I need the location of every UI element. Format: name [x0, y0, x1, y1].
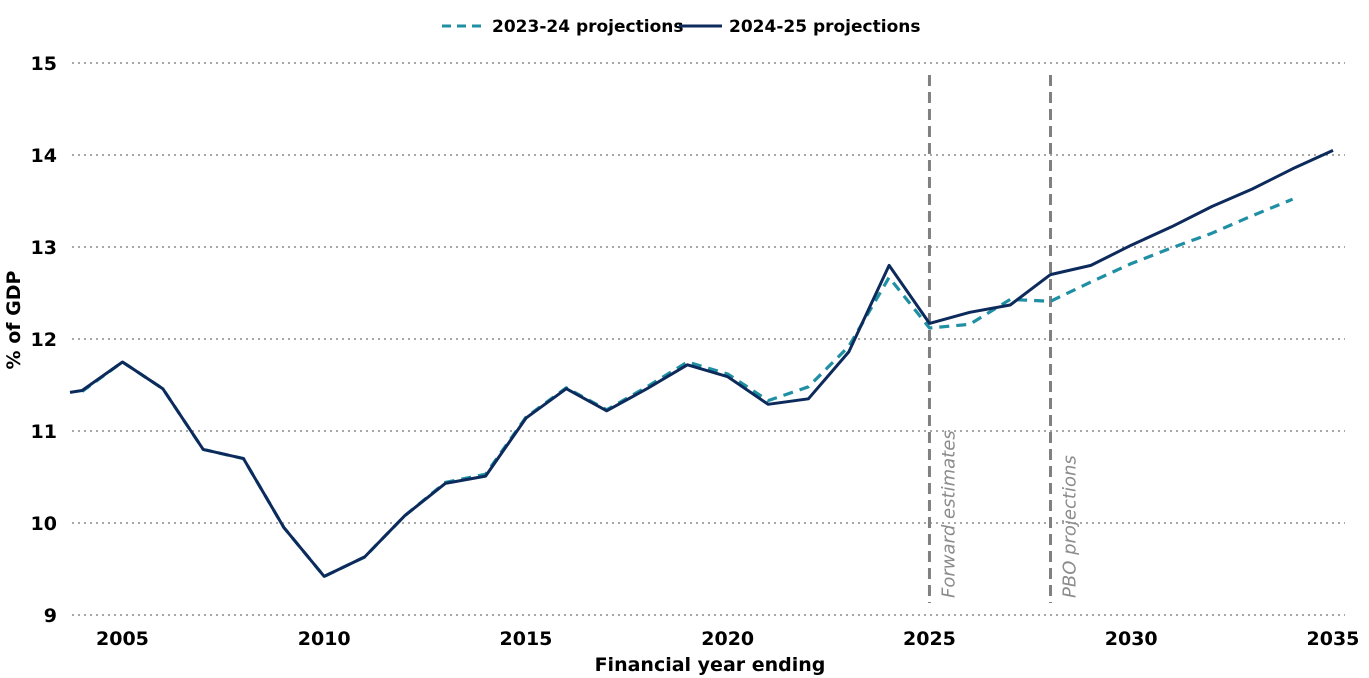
- series-line-2024-25: [69, 149, 1334, 578]
- x-axis-ticks: 2005 2010 2015 2020 2025 2030 2035: [96, 628, 1359, 650]
- y-tick-label: 14: [31, 145, 57, 167]
- y-tick-label: 13: [31, 237, 57, 259]
- gridlines: [72, 62, 1345, 616]
- x-tick-label: 2025: [903, 628, 956, 650]
- y-tick-label: 12: [31, 329, 57, 351]
- x-tick-label: 2020: [701, 628, 754, 650]
- annotation-lines: Forward estimates PBO projections: [927, 75, 1081, 603]
- annotation-label: PBO projections: [1060, 455, 1081, 598]
- x-tick-label: 2010: [298, 628, 351, 650]
- legend: 2023-24 projections 2024-25 projections: [442, 17, 920, 37]
- y-tick-label: 9: [44, 605, 57, 627]
- x-tick-label: 2015: [500, 628, 553, 650]
- y-tick-label: 11: [31, 421, 57, 443]
- y-tick-label: 15: [31, 53, 57, 75]
- legend-label-2024-25: 2024-25 projections: [729, 17, 920, 37]
- x-tick-label: 2005: [96, 628, 149, 650]
- legend-label-2023-24: 2023-24 projections: [492, 17, 683, 37]
- y-tick-label: 10: [31, 513, 57, 535]
- annotation-label: Forward estimates: [938, 430, 959, 598]
- series-layer: [69, 149, 1334, 578]
- y-axis-ticks: 9 10 11 12 13 14 15: [31, 53, 57, 627]
- x-tick-label: 2035: [1307, 628, 1360, 650]
- x-axis-title: Financial year ending: [595, 654, 826, 676]
- y-axis-title: % of GDP: [3, 270, 25, 369]
- x-tick-label: 2030: [1105, 628, 1158, 650]
